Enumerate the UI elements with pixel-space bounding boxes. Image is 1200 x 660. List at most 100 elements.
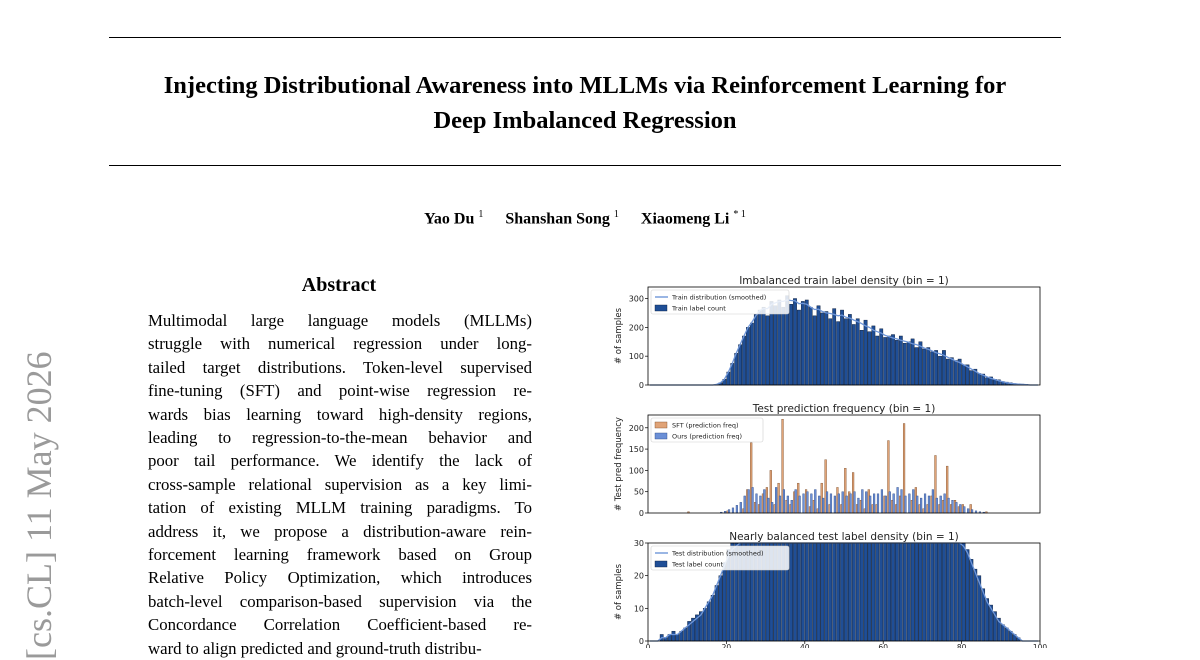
bar-count xyxy=(676,634,679,641)
arxiv-stamp: [cs.CL] 11 May 2026 xyxy=(18,351,60,660)
bar-count xyxy=(813,316,816,385)
y-tick-label: 0 xyxy=(639,381,644,390)
bar-count xyxy=(860,330,863,385)
bar-ours xyxy=(897,487,899,513)
bar-count xyxy=(805,543,808,641)
bar-ours xyxy=(740,502,742,513)
abstract-line: tation of existing MLLM training paradig… xyxy=(148,496,532,519)
bar-ours xyxy=(908,494,910,513)
bar-count xyxy=(899,336,902,385)
bar-count xyxy=(805,300,808,385)
bar-count xyxy=(880,329,883,385)
bar-ours xyxy=(834,496,836,513)
bar-count xyxy=(829,319,832,385)
bar-ours xyxy=(912,490,914,513)
legend-swatch-bar xyxy=(655,305,667,311)
bar-ours xyxy=(881,490,883,513)
bar-count xyxy=(950,543,953,641)
bar-count xyxy=(982,589,985,641)
bar-count xyxy=(891,335,894,385)
bar-count xyxy=(884,337,887,385)
author-name: Yao Du xyxy=(424,210,474,227)
bar-ours xyxy=(901,490,903,513)
y-tick-label: 200 xyxy=(629,424,644,433)
bar-count xyxy=(1001,625,1004,641)
author-affiliation: 1 xyxy=(614,209,619,220)
bar-count xyxy=(789,543,792,641)
bar-count xyxy=(915,348,918,385)
bar-count xyxy=(954,361,957,386)
bar-ours xyxy=(810,494,812,513)
bar-count xyxy=(774,306,777,385)
bar-count xyxy=(887,336,890,385)
abstract-line: forcement learning framework based on Gr… xyxy=(148,543,532,566)
legend-entry: Test distribution (smoothed) xyxy=(671,550,764,558)
bar-count xyxy=(864,320,867,385)
y-axis-label: # of samples xyxy=(614,563,624,620)
bar-count xyxy=(754,314,757,385)
bar-count xyxy=(899,543,902,641)
bar-count xyxy=(809,307,812,385)
bar-count xyxy=(825,312,828,386)
bar-count xyxy=(762,307,765,385)
bottom-rule xyxy=(109,165,1061,166)
bar-count xyxy=(793,299,796,385)
bar-count xyxy=(978,373,981,385)
bar-count xyxy=(876,336,879,385)
x-tick-label: 100 xyxy=(1033,643,1048,648)
bar-ours xyxy=(807,492,809,513)
bar-count xyxy=(872,326,875,385)
abstract-line: fine-tuning (SFT) and point-wise regress… xyxy=(148,379,532,402)
bar-count xyxy=(817,306,820,385)
abstract-body: Multimodal large language models (MLLMs)… xyxy=(148,309,532,660)
bar-ours xyxy=(842,492,844,513)
bar-ours xyxy=(830,494,832,513)
bar-count xyxy=(852,324,855,385)
bar-count xyxy=(797,310,800,385)
bar-ours xyxy=(920,498,922,513)
bar-ours xyxy=(916,496,918,513)
chart-panel-2: Test prediction frequency (bin = 1)05010… xyxy=(614,403,1040,518)
bar-count xyxy=(789,304,792,385)
bar-count xyxy=(797,543,800,641)
bar-count xyxy=(946,359,949,385)
legend-entry: SFT (prediction freq) xyxy=(672,422,738,430)
y-tick-label: 300 xyxy=(629,295,644,304)
chart-panel-1: Imbalanced train label density (bin = 1)… xyxy=(614,275,1040,390)
bar-count xyxy=(829,543,832,641)
bar-count xyxy=(872,543,875,641)
bar-count xyxy=(856,543,859,641)
y-tick-label: 200 xyxy=(629,323,644,332)
author-name: Shanshan Song xyxy=(505,210,610,227)
legend-entry: Train distribution (smoothed) xyxy=(671,294,766,302)
bar-count xyxy=(825,543,828,641)
bar-count xyxy=(931,543,934,641)
bar-count xyxy=(938,356,941,385)
bar-count xyxy=(891,543,894,641)
abstract-line: ward to align predicted and ground-truth… xyxy=(148,637,532,660)
bar-count xyxy=(801,543,804,641)
y-axis-label: # Test pred frequency xyxy=(614,417,624,511)
bar-ours xyxy=(932,490,934,513)
bar-ours xyxy=(771,502,773,513)
figure-1: Imbalanced train label density (bin = 1)… xyxy=(600,270,1060,648)
bar-ours xyxy=(877,494,879,513)
abstract-line: Relative Policy Optimization, which intr… xyxy=(148,566,532,589)
bar-ours xyxy=(959,504,961,513)
abstract-line: leading to regression-to-the-mean behavi… xyxy=(148,426,532,449)
bar-count xyxy=(809,543,812,641)
bar-count xyxy=(817,543,820,641)
legend-entry: Test label count xyxy=(671,561,723,569)
bar-ours xyxy=(779,496,781,513)
legend-entry: Train label count xyxy=(671,305,726,313)
bar-count xyxy=(950,358,953,385)
bar-ours xyxy=(736,505,738,513)
bar-ours xyxy=(748,490,750,513)
bar-count xyxy=(903,543,906,641)
bar-ours xyxy=(760,496,762,513)
bar-count xyxy=(919,342,922,385)
abstract-line: struggle with numerical regression under… xyxy=(148,332,532,355)
bar-count xyxy=(942,543,945,641)
author-list: Yao Du 1 Shanshan Song 1 Xiaomeng Li * 1 xyxy=(300,209,870,228)
bar-count xyxy=(793,543,796,641)
